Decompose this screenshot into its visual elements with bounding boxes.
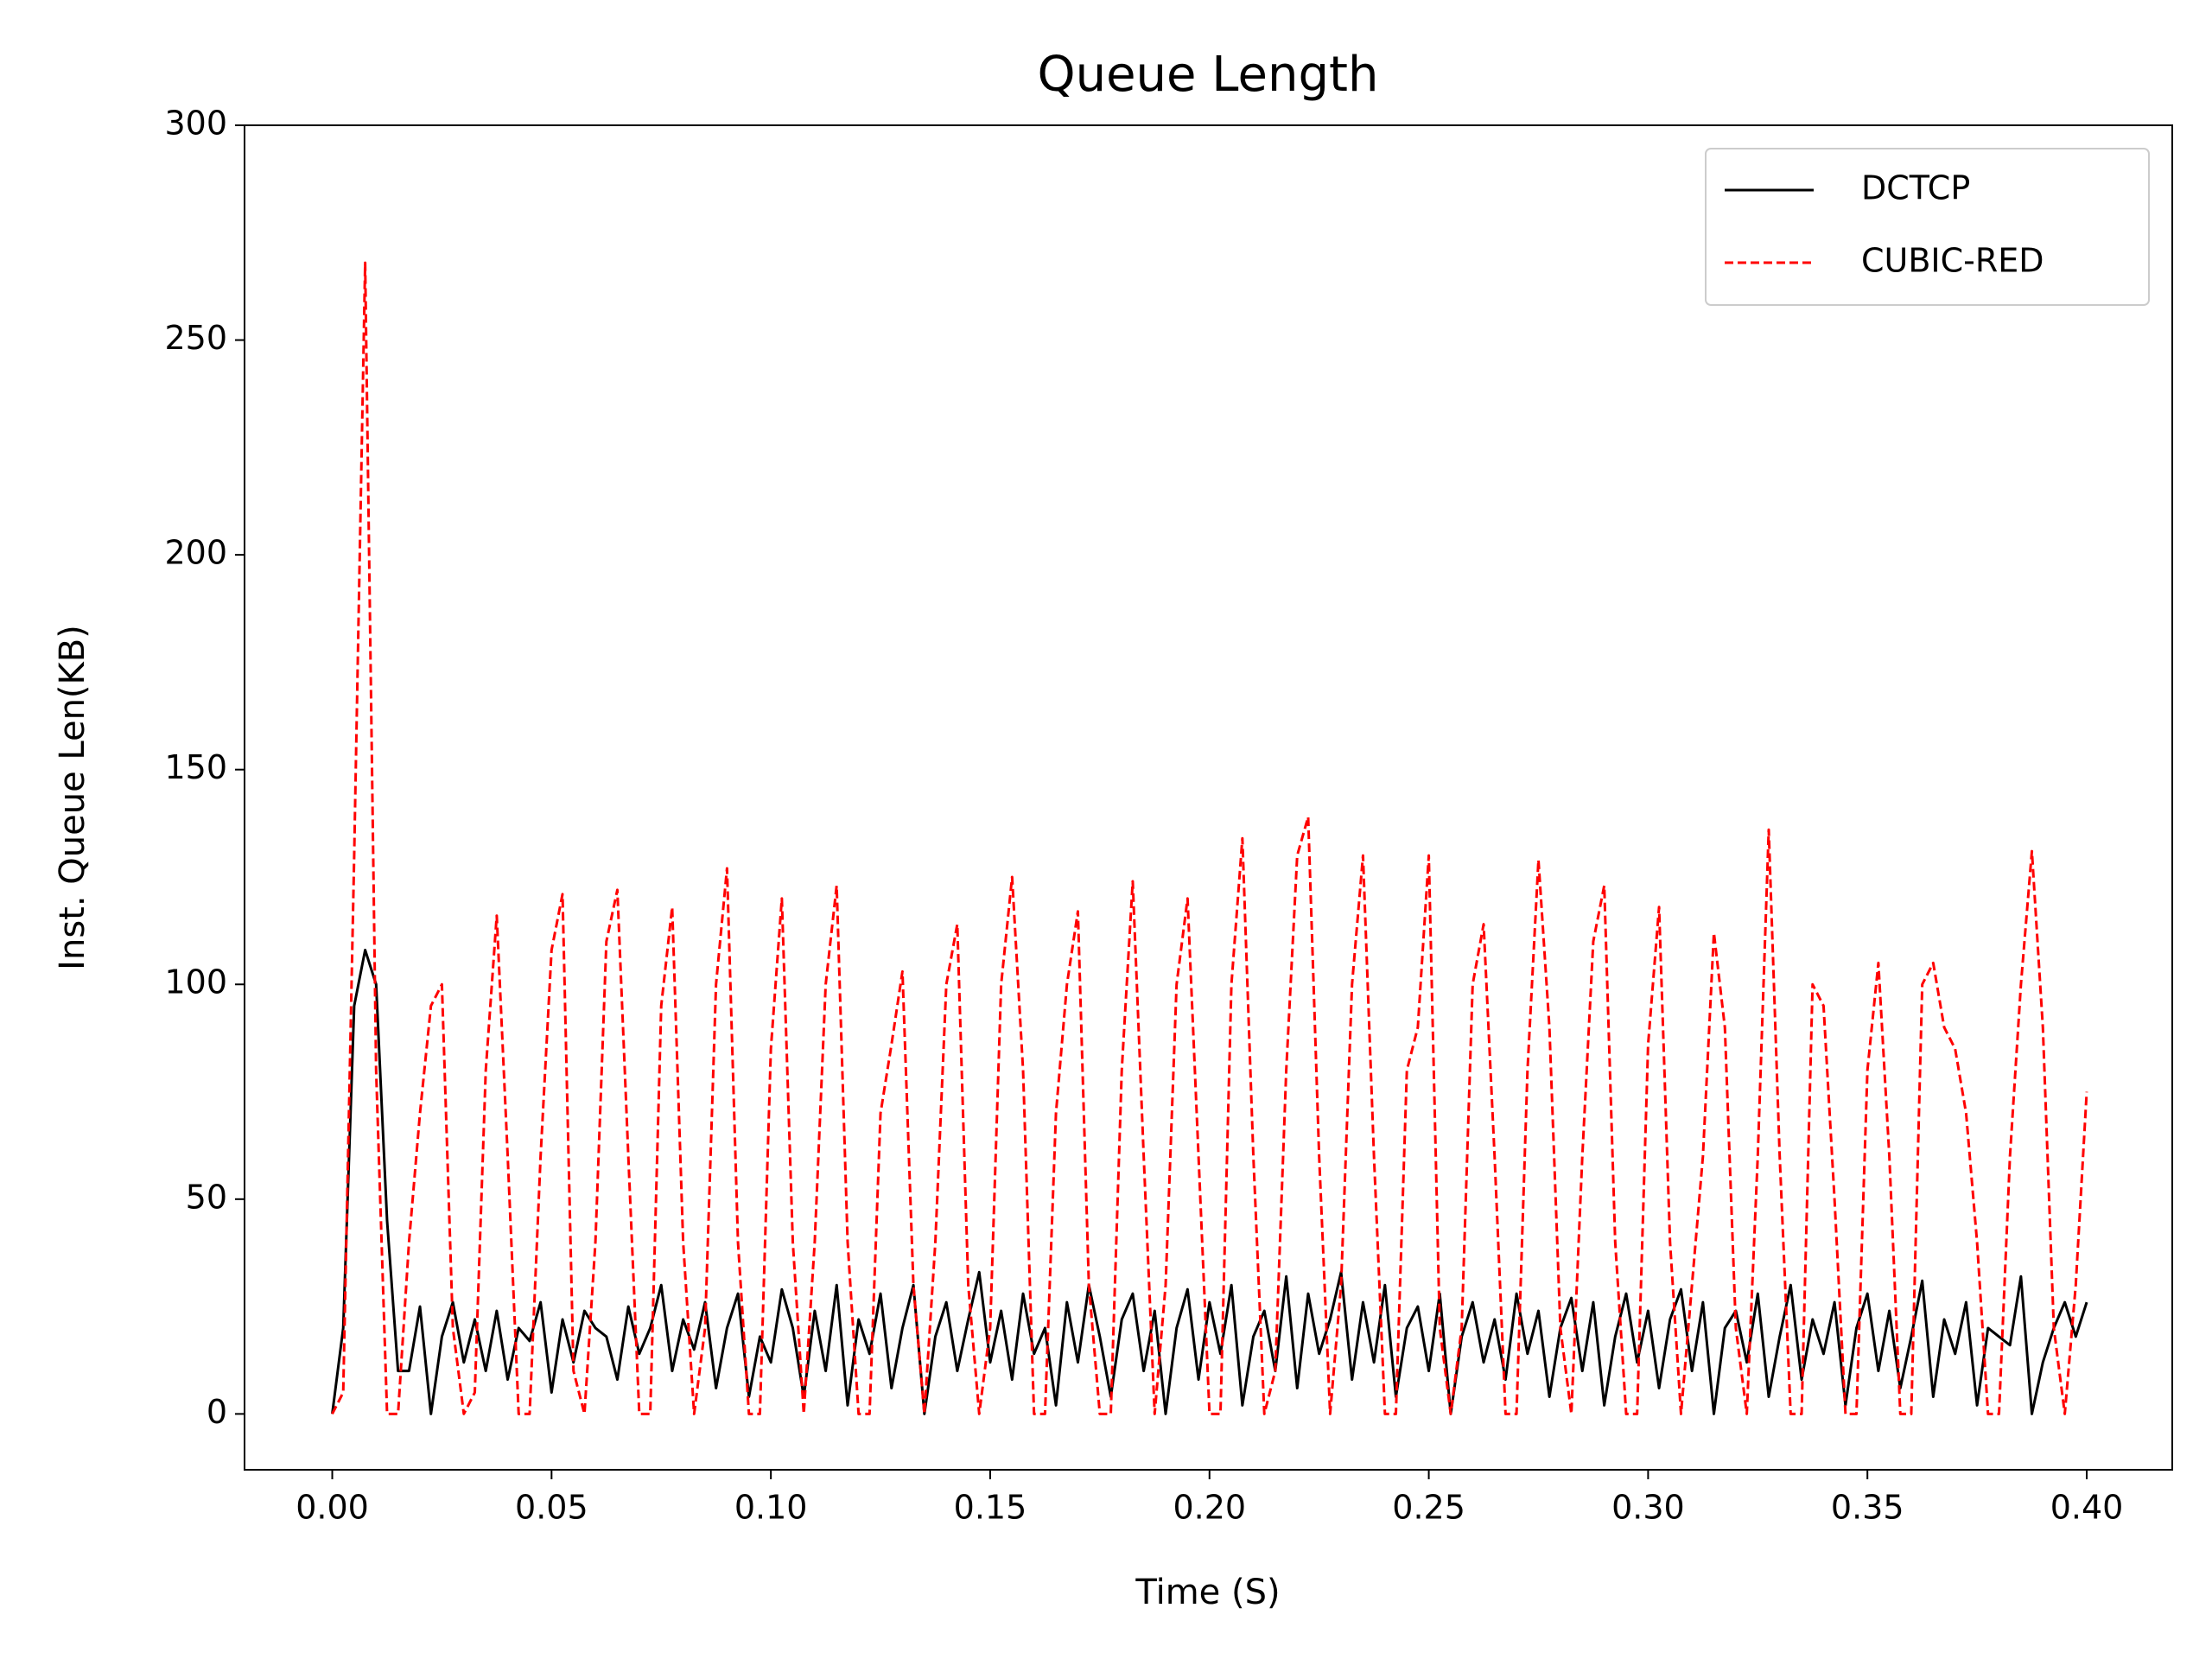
plot-frame [244, 124, 2173, 1471]
x-tick-label: 0.30 [1611, 1489, 1685, 1527]
x-tick-label: 0.25 [1392, 1489, 1465, 1527]
y-tick-label: 250 [164, 319, 227, 357]
chart-title: Queue Length [1038, 47, 1379, 103]
x-tick-label: 0.35 [1831, 1489, 1904, 1527]
x-tick-label: 0.40 [2050, 1489, 2124, 1527]
y-tick-label: 0 [207, 1393, 227, 1431]
x-tick-label: 0.00 [296, 1489, 369, 1527]
x-tick-label: 0.15 [954, 1489, 1027, 1527]
legend-label: DCTCP [1861, 169, 1970, 207]
y-tick-label: 50 [186, 1178, 227, 1216]
x-tick-label: 0.10 [734, 1489, 808, 1527]
data-line [331, 261, 2088, 1415]
y-tick-label: 300 [164, 105, 227, 143]
x-axis-label: Time (S) [1135, 1573, 1280, 1612]
y-tick-label: 200 [164, 534, 227, 572]
legend-box [1705, 148, 2150, 306]
y-axis-label: Inst. Queue Len(KB) [53, 625, 92, 970]
x-tick-label: 0.05 [515, 1489, 588, 1527]
y-tick-label: 100 [164, 963, 227, 1001]
legend-label: CUBIC-RED [1861, 242, 2044, 280]
y-tick-label: 150 [164, 748, 227, 786]
data-line [331, 948, 2088, 1415]
x-tick-label: 0.20 [1173, 1489, 1246, 1527]
